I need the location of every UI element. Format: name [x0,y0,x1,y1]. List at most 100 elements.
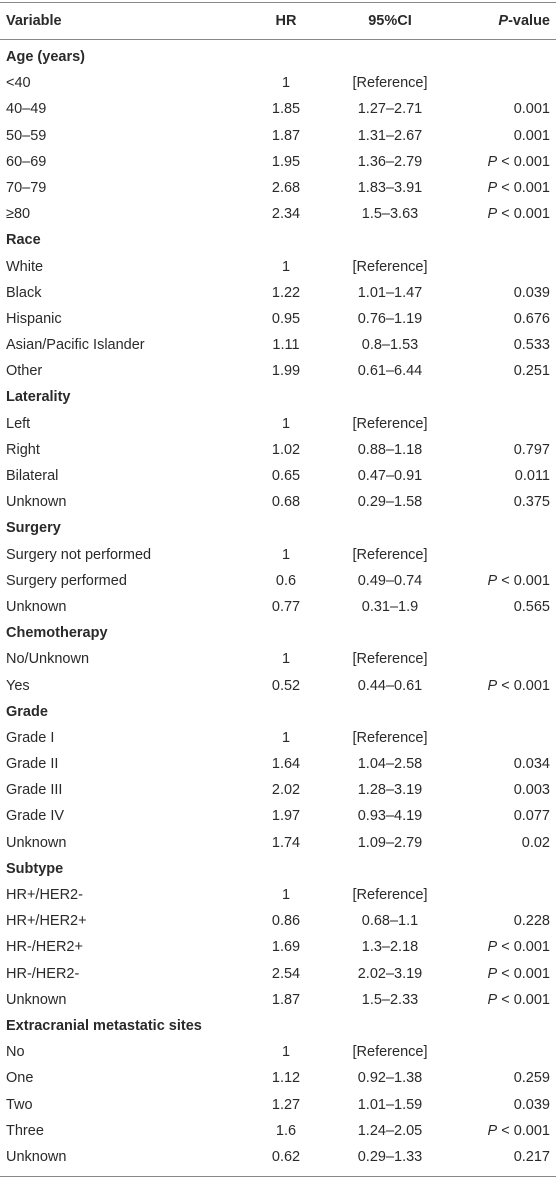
cell: 1.01–1.47 [357,284,423,301]
cell: 2.02–3.19 [357,965,423,982]
cell: Asian/Pacific Islander [6,337,145,354]
cell: 1.87 [271,991,301,1008]
cell: Left [6,415,31,432]
cell: 1.6 [275,1122,297,1139]
cell: 1.12 [271,1070,301,1087]
cell: 0.375 [513,494,550,511]
cell: Grade IV [6,808,65,825]
section-title: Subtype [6,860,64,877]
cell: Grade III [6,782,63,799]
cell: 1.97 [271,808,301,825]
cell: Other [6,363,43,380]
cell: 0.6 [275,572,297,589]
section-title: Extracranial metastatic sites [6,1017,202,1034]
cell: 1 [281,258,291,275]
cell: 0.565 [513,598,550,615]
cell: 1 [281,887,291,903]
cell: Right [6,441,40,458]
cell: Grade I [6,729,55,746]
cell: 1 [281,729,291,746]
cell: 1.24–2.05 [357,1122,423,1139]
section-row: Subtype [0,856,556,882]
cell: ≥80 [6,206,31,223]
data-row: HR-/HER2- 2.54 2.02–3.19 P < 0.001 [0,961,556,987]
cell: 0.65 [271,468,301,484]
cell: [Reference] [352,75,428,92]
cell: 0.92–1.38 [357,1070,423,1087]
bottom-rule [0,1176,556,1177]
data-row: HR-/HER2+ 1.69 1.3–2.18 P < 0.001 [0,934,556,960]
cell: [Reference] [352,546,428,563]
cell: Black [6,284,42,301]
cell: 0.003 [513,782,550,799]
cell: P < 0.001 [487,1122,550,1139]
cell: [Reference] [352,651,428,668]
cell: 1.27–2.71 [357,101,423,118]
data-row: Unknown 0.77 0.31–1.9 0.565 [0,594,556,620]
cell: 1.3–2.18 [361,939,419,956]
cell: 40–49 [6,101,47,118]
section-title: Surgery [6,520,61,537]
cell: 0.76–1.19 [357,310,423,327]
cell: Hispanic [6,310,62,327]
cell: 1.28–3.19 [357,782,423,799]
cell: 1.87 [271,127,301,144]
cell: 0.039 [513,284,550,301]
cell: 1.04–2.58 [357,756,423,773]
cell: 1.09–2.79 [357,834,423,851]
cell: 0.8–1.53 [361,337,419,354]
cell: Unknown [6,494,67,511]
data-row: 60–69 1.95 1.36–2.79 P < 0.001 [0,149,556,175]
section-title: Chemotherapy [6,625,108,642]
cell: 1 [281,546,291,563]
cell: 0.62 [271,1148,301,1165]
data-row: Other 1.99 0.61–6.44 0.251 [0,358,556,384]
data-row: Left 1 [Reference] [0,411,556,437]
data-row: ≥80 2.34 1.5–3.63 P < 0.001 [0,201,556,227]
cell: [Reference] [352,258,428,275]
section-title: Age (years) [6,49,85,65]
cell: 1.83–3.91 [357,179,423,196]
section-row: Age (years) [0,44,556,70]
cell: 2.02 [271,782,301,799]
cell: [Reference] [352,1044,428,1061]
data-row: 40–49 1.85 1.27–2.71 0.001 [0,96,556,122]
data-row: 50–59 1.87 1.31–2.67 0.001 [0,123,556,149]
cell: 0.47–0.91 [357,468,423,484]
section-row: Chemotherapy [0,620,556,646]
data-row: White 1 [Reference] [0,254,556,280]
section-row: Surgery [0,515,556,541]
cell: P < 0.001 [487,677,550,694]
column-header: P-value [498,13,550,29]
cell: Unknown [6,598,67,615]
cell: 1 [281,75,291,92]
cell: 1.22 [271,284,301,301]
cell: Unknown [6,834,67,851]
data-row: Grade I 1 [Reference] [0,725,556,751]
data-row: Black 1.22 1.01–1.47 0.039 [0,280,556,306]
cell: 0.02 [521,834,550,851]
cell: 1 [281,651,291,668]
data-row: Hispanic 0.95 0.76–1.19 0.676 [0,306,556,332]
data-row: Asian/Pacific Islander 1.11 0.8–1.53 0.533 [0,332,556,358]
cell: 2.34 [271,206,301,223]
cell: No [6,1044,25,1061]
cell: Yes [6,677,30,694]
cell: 0.797 [513,441,550,458]
cell: 1.36–2.79 [357,153,423,170]
cell: 1.99 [271,363,301,380]
cell: P < 0.001 [487,991,550,1008]
data-row: <40 1 [Reference] [0,70,556,96]
cell: P < 0.001 [487,939,550,956]
section-row: Grade [0,699,556,725]
cell: No/Unknown [6,651,90,668]
section-title: Grade [6,703,48,720]
cell: 0.039 [513,1096,550,1113]
cell: 0.001 [513,101,550,118]
data-row: Unknown 1.87 1.5–2.33 P < 0.001 [0,987,556,1013]
cell: 0.52 [271,677,301,694]
data-row: Surgery not performed 1 [Reference] [0,542,556,568]
cell: 0.217 [513,1148,550,1165]
cell: 2.68 [271,179,301,196]
cell: 0.68–1.1 [361,913,419,930]
